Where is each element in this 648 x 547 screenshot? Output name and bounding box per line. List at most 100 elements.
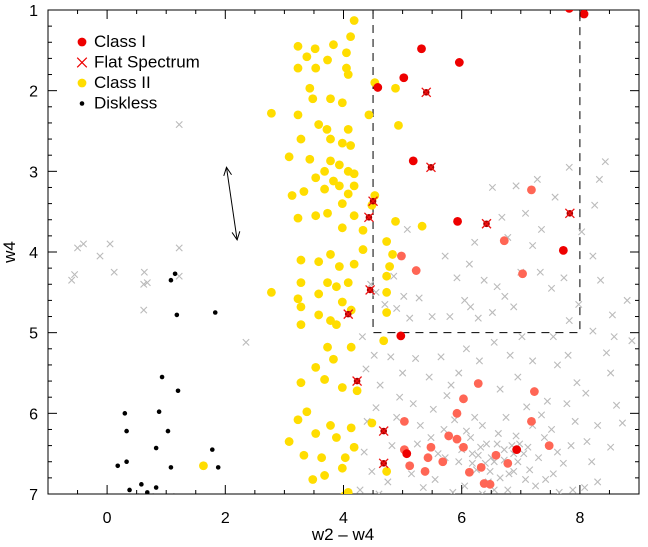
class-ii-point-51	[337, 223, 347, 233]
unclassified-sources-point-140	[571, 417, 579, 425]
class-i-outside-selection-point-16	[426, 442, 436, 452]
unclassified-sources-point-80	[455, 369, 463, 377]
x-tick-label-0: 0	[103, 510, 112, 527]
unclassified-sources-point-28	[493, 283, 501, 291]
class-ii-point-54	[417, 221, 427, 231]
diskless-point-15	[115, 463, 121, 469]
unclassified-sources-point-12	[175, 244, 183, 252]
unclassified-sources-point-30	[510, 303, 518, 311]
diskless-point-4	[159, 374, 165, 380]
class-ii-point-27	[337, 138, 347, 148]
class-ii-point-92	[326, 421, 335, 430]
unclassified-sources-point-93	[368, 467, 376, 476]
class-ii-point-89	[352, 386, 362, 396]
class-i-point-7	[453, 216, 462, 226]
unclassified-sources-point-89	[362, 365, 370, 373]
diskless-point-3	[212, 310, 218, 315]
class-ii-point-7	[323, 55, 332, 65]
diskless-point-19	[144, 490, 150, 494]
unclassified-sources-point-72	[549, 333, 557, 341]
class-ii-point-76	[314, 310, 324, 320]
series-diskless	[115, 271, 221, 494]
unclassified-sources-point-53	[533, 175, 541, 183]
class-ii-point-26	[326, 134, 335, 144]
unclassified-sources-point-158	[514, 458, 522, 466]
class-i-outside-selection-point-5	[459, 394, 468, 404]
flat-spectrum-point-2	[368, 196, 379, 207]
unclassified-sources-point-148	[555, 488, 563, 494]
unclassified-sources-point-84	[399, 369, 407, 377]
legend-marker-class-ii	[77, 78, 87, 88]
diskless-point-22	[172, 493, 176, 494]
class-ii-point-37	[329, 176, 338, 186]
unclassified-sources-point-4	[106, 240, 114, 248]
unclassified-sources-point-65	[607, 369, 615, 377]
unclassified-sources-point-24	[466, 303, 475, 311]
diskless-point-8	[165, 428, 171, 434]
class-ii-point-102	[337, 463, 347, 473]
reddening-vector-head-bottom	[231, 231, 241, 242]
class-ii-point-14	[305, 83, 315, 93]
axes-layer: 0 2 4 6 8 1 2 3 4 5 6 7	[29, 3, 640, 527]
reddening-vector-shaft	[225, 167, 238, 240]
unclassified-sources-point-39	[465, 260, 473, 268]
unclassified-sources-point-128	[526, 466, 534, 474]
class-i-outside-selection-point-18	[544, 441, 554, 450]
unclassified-sources-point-60	[589, 327, 597, 335]
class-ii-point-35	[343, 166, 353, 176]
unclassified-sources-point-168	[474, 451, 482, 459]
class-ii-point-18	[266, 108, 276, 118]
class-ii-point-65	[296, 278, 306, 288]
unclassified-sources-point-133	[523, 403, 531, 411]
unclassified-sources-point-20	[428, 312, 436, 321]
class-ii-point-93	[346, 423, 356, 433]
class-i-point-3	[454, 58, 464, 67]
unclassified-sources-point-117	[478, 421, 486, 430]
class-ii-point-61	[334, 262, 344, 271]
x-tick-label-2: 2	[221, 510, 230, 527]
series-class-i	[373, 10, 589, 459]
class-ii-point-49	[311, 211, 321, 221]
unclassified-sources-point-137	[549, 470, 557, 478]
unclassified-sources-point-11	[175, 120, 183, 129]
flat-spectrum-point-1	[426, 162, 436, 173]
unclassified-sources-point-146	[581, 483, 589, 492]
unclassified-sources-point-56	[595, 175, 603, 183]
unclassified-sources-point-126	[512, 432, 520, 440]
class-i-outside-selection-point-20	[464, 467, 474, 477]
class-ii-point-96	[332, 433, 341, 442]
series-class-i-outside-selection	[397, 185, 554, 489]
unclassified-sources-point-52	[488, 183, 497, 192]
reddening-vector-head-top	[223, 166, 232, 177]
unclassified-sources-point-144	[588, 458, 596, 466]
unclassified-sources-point-134	[537, 411, 546, 419]
unclassified-sources-point-97	[388, 442, 396, 450]
class-ii-point-31	[326, 156, 335, 166]
unclassified-sources-point-88	[358, 333, 367, 341]
diskless-point-7	[156, 409, 162, 415]
unclassified-sources-point-0	[79, 240, 88, 248]
diskless-point-18	[127, 487, 132, 493]
class-i-outside-selection-point-3	[397, 251, 406, 261]
class-i-outside-selection-point-22	[438, 457, 448, 467]
class-ii-point-23	[322, 124, 332, 134]
class-ii-point-72	[293, 294, 303, 304]
unclassified-sources-point-124	[494, 429, 502, 438]
unclassified-sources-point-174	[505, 470, 513, 478]
unclassified-sources-point-59	[596, 276, 605, 284]
unclassified-sources-point-109	[443, 391, 451, 400]
class-ii-point-83	[323, 342, 332, 352]
unclassified-sources-point-64	[623, 296, 631, 304]
unclassified-sources-point-9	[143, 279, 151, 287]
unclassified-sources-point-75	[518, 333, 526, 341]
y-axis-title: w4	[0, 241, 19, 264]
class-i-outside-selection-point-11	[405, 461, 415, 471]
class-ii-point-40	[299, 187, 309, 196]
unclassified-sources-point-159	[542, 475, 550, 484]
class-ii-point-21	[394, 120, 403, 130]
class-i-outside-selection-point-13	[420, 467, 430, 476]
class-ii-point-8	[293, 63, 303, 73]
class-i-outside-selection-point-21	[503, 458, 513, 468]
class-i-outside-selection-point-4	[411, 266, 421, 275]
